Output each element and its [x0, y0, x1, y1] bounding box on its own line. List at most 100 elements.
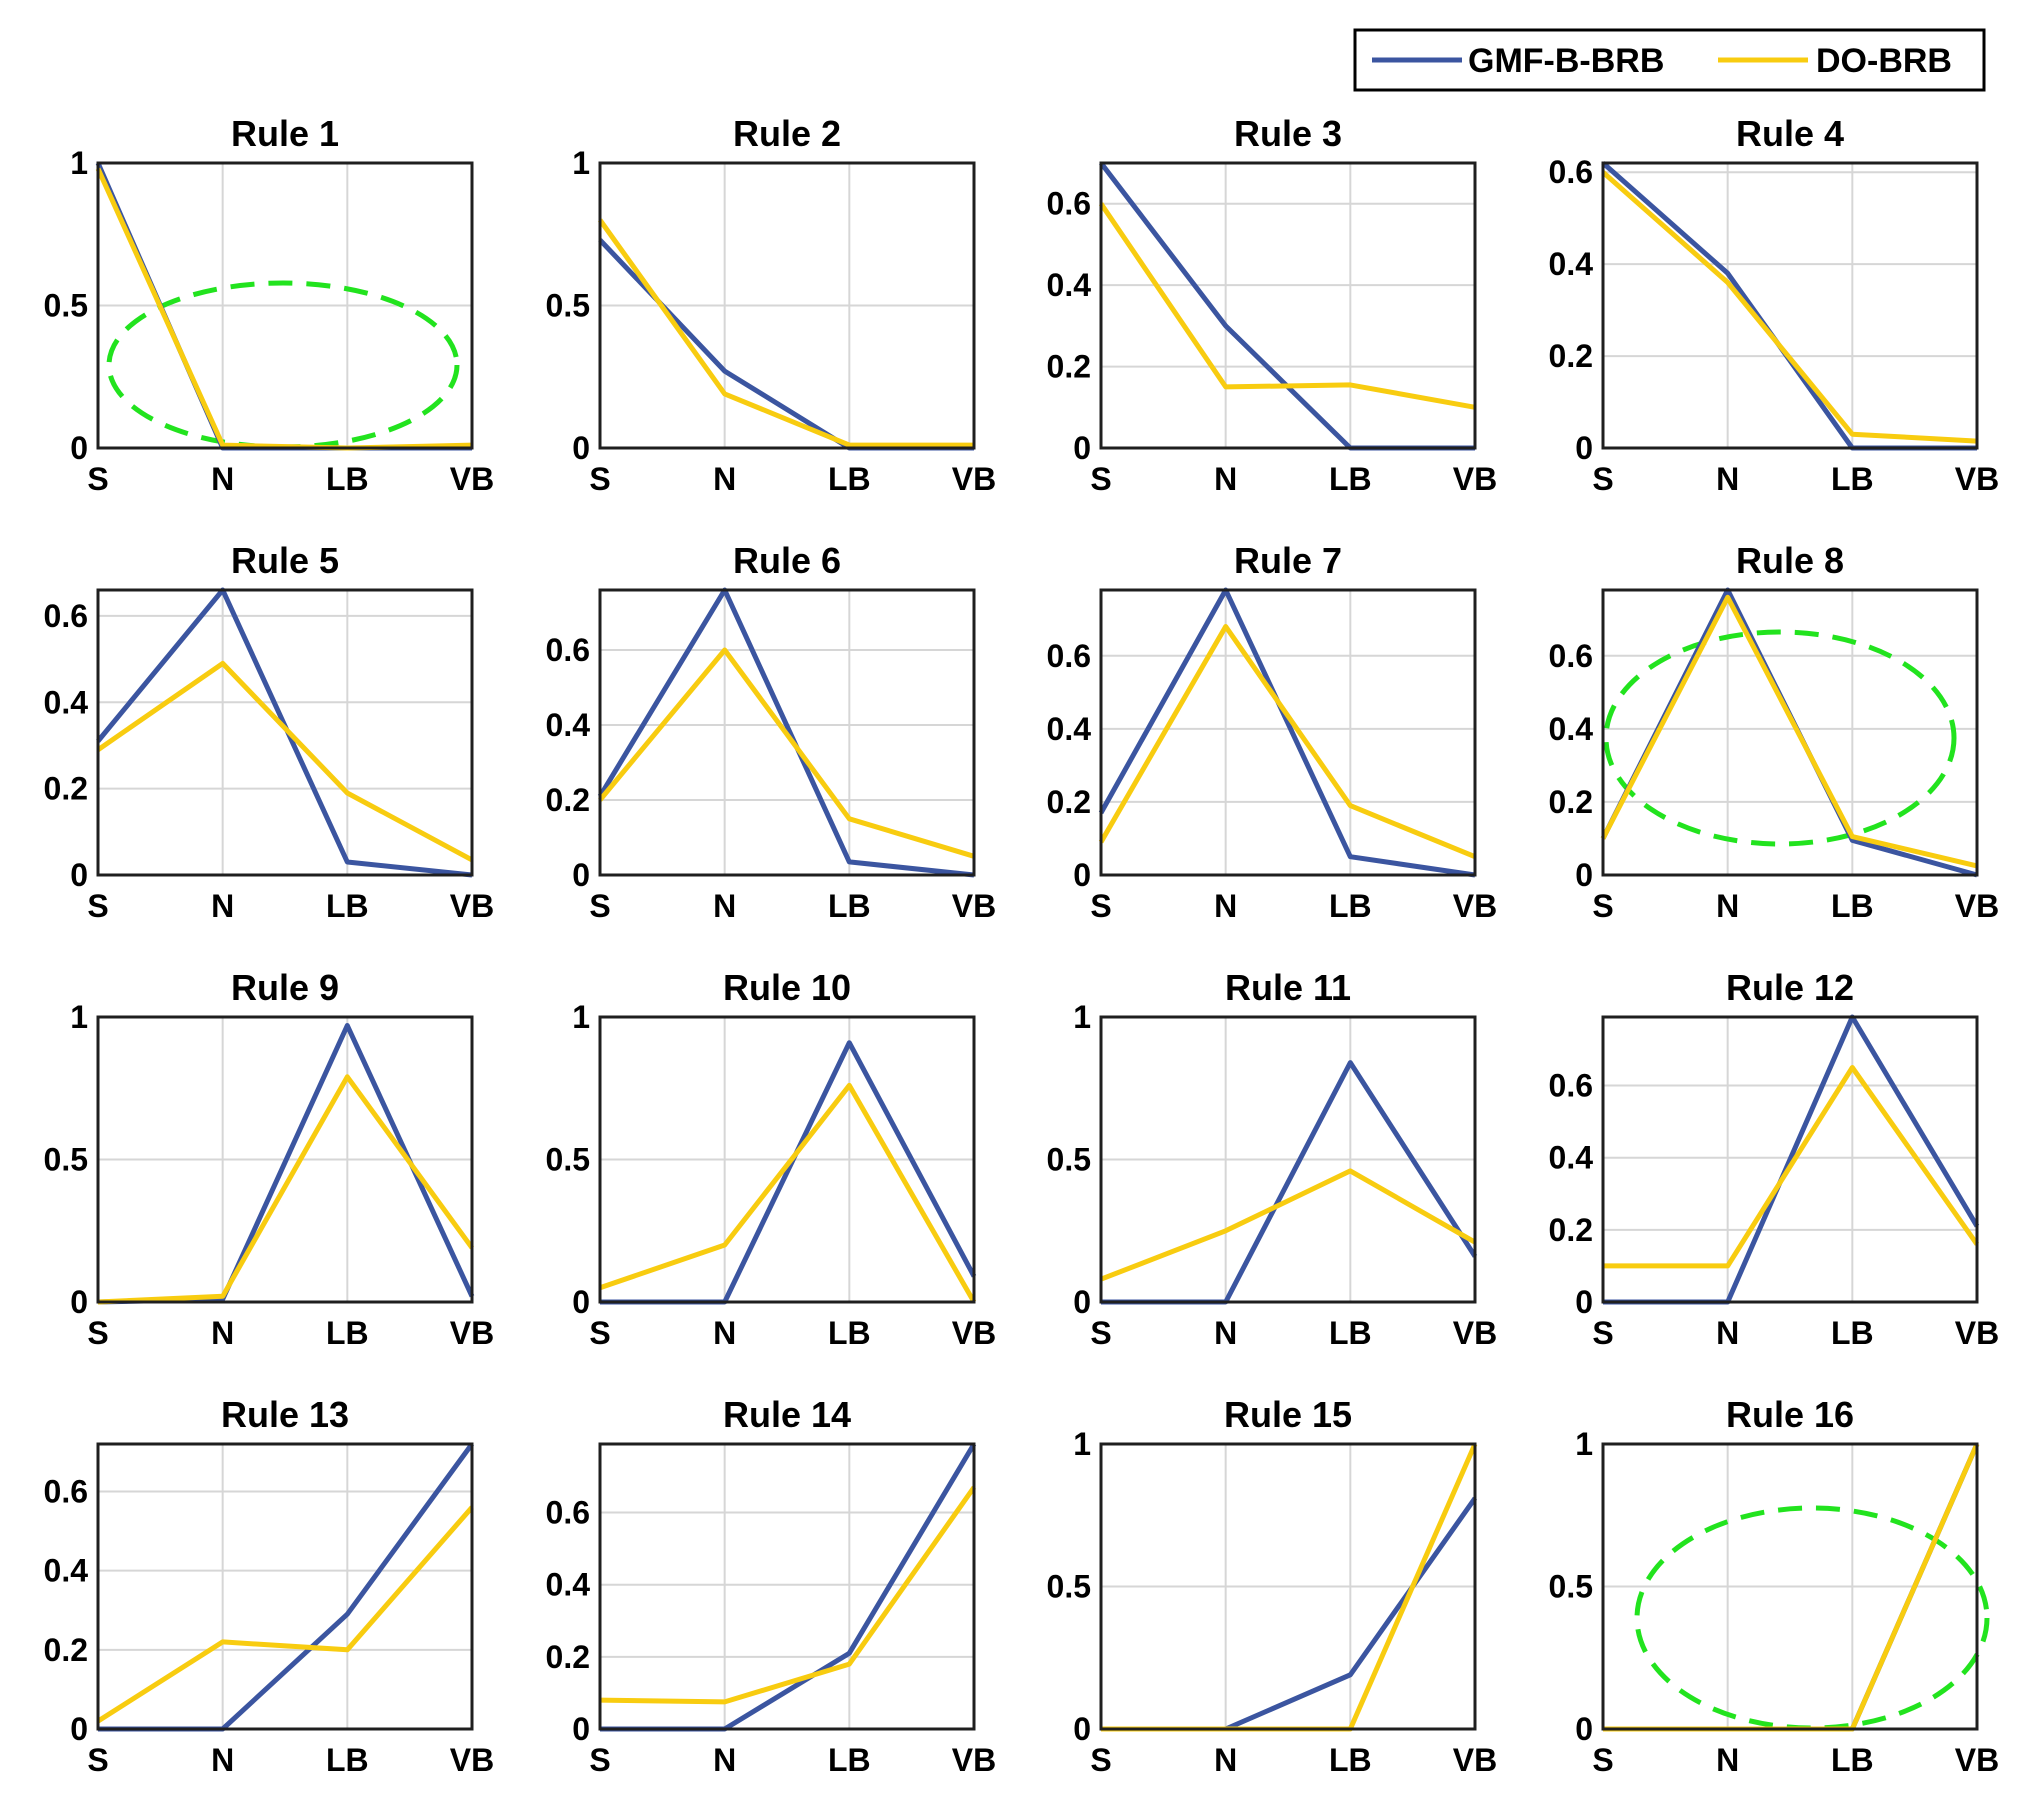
- rule-14-ytick-label: 0.4: [546, 1567, 591, 1603]
- rule-9-title: Rule 9: [231, 967, 339, 1008]
- rule-16-axes-frame: [1601, 1442, 1979, 1731]
- rule-14-panel: 0 0.2 0.4 0.6 S N LB VB Rule 14: [546, 1394, 997, 1778]
- rule-11-xtick-label: N: [1214, 1315, 1237, 1351]
- rule-14-ytick-label: 0.6: [546, 1495, 590, 1531]
- rule-15-xtick-label: N: [1214, 1742, 1237, 1778]
- rule-14-ytick-label: 0.2: [546, 1639, 590, 1675]
- rule-7-ytick-label: 0.2: [1047, 784, 1091, 820]
- rule-1-title: Rule 1: [231, 113, 339, 154]
- rule-10-panel: 0 0.5 1 S N LB VB Rule 10: [546, 967, 997, 1351]
- rule-12-ytick-label: 0.6: [1549, 1068, 1593, 1104]
- rule-3-xtick-label: LB: [1329, 461, 1372, 497]
- rule-15-ytick-label: 0: [1073, 1711, 1091, 1747]
- rule-4-ytick-label: 0.6: [1549, 154, 1593, 190]
- rule-1-ytick-label: 0.5: [44, 288, 88, 324]
- rule-9-xtick-label: S: [87, 1315, 108, 1351]
- rule-2-xtick-label: VB: [952, 461, 996, 497]
- rule-13-title: Rule 13: [221, 1394, 349, 1435]
- rule-10-ytick-label: 1: [572, 999, 590, 1035]
- rule-2-ytick-label: 1: [572, 145, 590, 181]
- rule-14-xtick-label: VB: [952, 1742, 996, 1778]
- rule-6-ytick-label: 0: [572, 857, 590, 893]
- rule-2-xtick-label: N: [713, 461, 736, 497]
- rule-9-axes-frame: [96, 1015, 474, 1304]
- rule-1-xtick-label: S: [87, 461, 108, 497]
- rule-8-xtick-label: LB: [1831, 888, 1874, 924]
- rule-7-xtick-label: VB: [1453, 888, 1497, 924]
- rule-13-series-do-brb: [96, 1505, 474, 1724]
- rule-1-ytick-label: 0: [70, 430, 88, 466]
- rule-13-ytick-label: 0.2: [44, 1632, 88, 1668]
- rule-9-panel: 0 0.5 1 S N LB VB Rule 9: [44, 967, 495, 1351]
- rule-14-xtick-label: S: [589, 1742, 610, 1778]
- rule-9-xtick-label: VB: [450, 1315, 494, 1351]
- rule-1-xtick-label: N: [211, 461, 234, 497]
- rule-2-xtick-label: LB: [828, 461, 871, 497]
- rule-8-ytick-label: 0.6: [1549, 638, 1593, 674]
- rule-5-axes-frame: [96, 588, 474, 877]
- rule-3-xtick-label: VB: [1453, 461, 1497, 497]
- rule-3-title: Rule 3: [1234, 113, 1342, 154]
- rule-6-series-gmf-b-brb: [597, 587, 975, 878]
- rule-4-title: Rule 4: [1736, 113, 1844, 154]
- rule-2-xtick-label: S: [589, 461, 610, 497]
- rule-11-xtick-label: VB: [1453, 1315, 1497, 1351]
- rule-6-xtick-label: VB: [952, 888, 996, 924]
- rule-15-panel: 0 0.5 1 S N LB VB Rule 15: [1047, 1394, 1498, 1778]
- rule-14-series-do-brb: [599, 1485, 977, 1705]
- rule-8-series-do-brb: [1600, 594, 1978, 869]
- rule-3-ytick-label: 0: [1073, 430, 1091, 466]
- rule-1-xtick-label: LB: [326, 461, 369, 497]
- rule-7-ytick-label: 0.6: [1047, 638, 1091, 674]
- rule-5-xtick-label: LB: [326, 888, 369, 924]
- rule-12-ytick-label: 0.2: [1549, 1212, 1593, 1248]
- legend: GMF-B-BRB DO-BRB: [1353, 28, 1986, 92]
- rule-9-ytick-label: 0: [70, 1284, 88, 1320]
- rule-15-xtick-label: S: [1090, 1742, 1111, 1778]
- rule-11-panel: 0 0.5 1 S N LB VB Rule 11: [1047, 967, 1498, 1351]
- rule-2-panel: 0 0.5 1 S N LB VB Rule 2: [546, 113, 997, 497]
- rule-5-ytick-label: 0.4: [44, 684, 89, 720]
- legend-gmf-label: GMF-B-BRB: [1468, 42, 1664, 80]
- rule-11-ytick-label: 0.5: [1047, 1142, 1091, 1178]
- rule-6-xtick-label: S: [589, 888, 610, 924]
- rule-8-ytick-label: 0.2: [1549, 784, 1593, 820]
- rule-4-xtick-label: N: [1716, 461, 1739, 497]
- rule-7-title: Rule 7: [1234, 540, 1342, 581]
- rule-9-series-do-brb: [97, 1074, 475, 1305]
- rule-8-xtick-label: N: [1716, 888, 1739, 924]
- rule-10-series-do-brb: [599, 1082, 977, 1304]
- rule-6-xtick-label: LB: [828, 888, 871, 924]
- rule-15-xtick-label: LB: [1329, 1742, 1372, 1778]
- rule-13-xtick-label: N: [211, 1742, 234, 1778]
- rule-15-title: Rule 15: [1224, 1394, 1352, 1435]
- rule-16-title: Rule 16: [1726, 1394, 1854, 1435]
- rule-7-xtick-label: N: [1214, 888, 1237, 924]
- rule-4-xtick-label: S: [1592, 461, 1613, 497]
- rule-4-axes-frame: [1601, 161, 1979, 450]
- rule-10-xtick-label: S: [589, 1315, 610, 1351]
- legend-do-label: DO-BRB: [1816, 42, 1952, 80]
- rule-10-xtick-label: VB: [952, 1315, 996, 1351]
- rule-2-ytick-label: 0.5: [546, 288, 590, 324]
- rule-14-xtick-label: N: [713, 1742, 736, 1778]
- rule-3-panel: 0 0.2 0.4 0.6 S N LB VB Rule 3: [1047, 113, 1498, 497]
- rule-8-plot-area: [1603, 590, 1977, 875]
- rule-11-axes-frame: [1099, 1015, 1477, 1304]
- rule-5-panel: 0 0.2 0.4 0.6 S N LB VB Rule 5: [44, 540, 495, 924]
- rule-11-ytick-label: 0: [1073, 1284, 1091, 1320]
- rule-2-title: Rule 2: [733, 113, 841, 154]
- rule-15-ytick-label: 0.5: [1047, 1569, 1091, 1605]
- rule-3-ytick-label: 0.6: [1047, 186, 1091, 222]
- rule-4-series-do-brb: [1601, 170, 1978, 444]
- rule-6-series-do-brb: [598, 647, 975, 859]
- rule-12-ytick-label: 0.4: [1549, 1140, 1594, 1176]
- rule-3-plot-area: [1101, 163, 1475, 448]
- rule-4-panel: 0 0.2 0.4 0.6 S N LB VB Rule 4: [1549, 113, 2000, 497]
- rule-3-series-do-brb: [1098, 202, 1476, 410]
- rule-13-xtick-label: LB: [326, 1742, 369, 1778]
- rule-3-ytick-label: 0.4: [1047, 267, 1092, 303]
- rule-10-ytick-label: 0: [572, 1284, 590, 1320]
